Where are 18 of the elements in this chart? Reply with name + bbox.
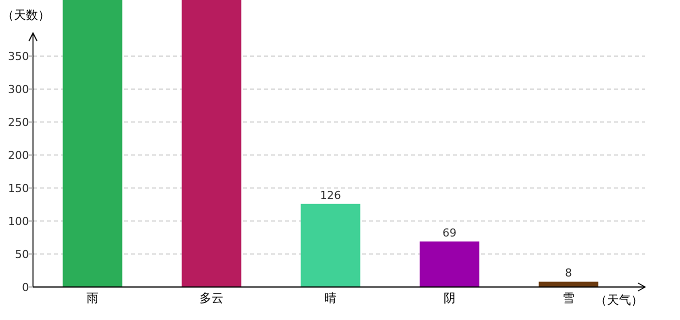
x-axis-title: （天气） [595,293,643,307]
data-label: 8 [565,266,572,280]
y-tick-label: 300 [8,83,29,96]
x-tick-label: 雨 [86,291,98,305]
data-label: 126 [320,188,341,202]
x-tick-label: 阴 [444,291,456,305]
x-tick-label: 多云 [200,291,224,305]
x-tick-label: 雪 [562,291,574,305]
y-tick-label: 0 [22,281,29,294]
y-axis-title: （天数） [2,8,50,22]
y-tick-label: 250 [8,116,29,130]
y-tick-label: 200 [8,149,29,162]
y-tick-label: 350 [8,50,29,64]
y-tick-label: 150 [8,182,29,196]
data-label: 69 [442,226,456,240]
y-tick-label: 50 [15,248,29,262]
x-tick-label: 晴 [324,291,336,305]
y-tick-label: 100 [8,215,29,228]
